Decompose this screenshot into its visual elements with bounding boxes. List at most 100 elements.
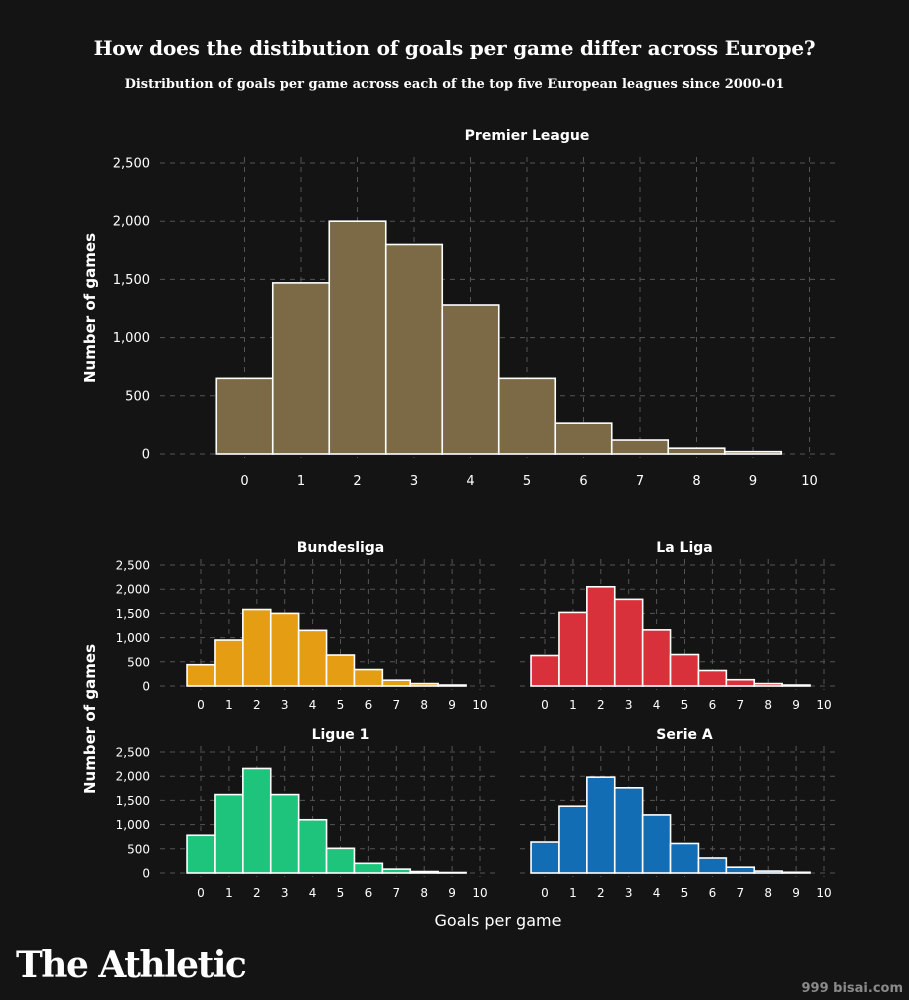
la-liga-bar xyxy=(586,585,616,687)
bundesliga-x-tick: 2 xyxy=(253,698,261,712)
la-liga-x-tick: 4 xyxy=(653,698,661,712)
premier-league-x-tick: 6 xyxy=(579,474,587,489)
premier-league-x-tick: 9 xyxy=(749,474,757,489)
premier-league-x-tick: 2 xyxy=(353,474,361,489)
ligue-1-y-tick: 2,500 xyxy=(116,746,150,760)
bundesliga-bar xyxy=(214,639,244,687)
ligue-1-x-tick: 1 xyxy=(225,886,233,900)
ligue-1-bar xyxy=(409,870,439,874)
la-liga-bar xyxy=(530,654,560,687)
bundesliga-bar xyxy=(186,663,216,687)
ligue-1-bar xyxy=(297,818,328,874)
bundesliga-x-tick: 3 xyxy=(281,698,289,712)
premier-league-y-tick: 1,500 xyxy=(113,273,150,288)
bundesliga-bar xyxy=(242,608,272,687)
bundesliga-title: Bundesliga xyxy=(297,540,385,556)
serie-a-bar xyxy=(697,857,728,874)
serie-a-bar xyxy=(530,841,560,874)
premier-league-bar xyxy=(723,450,783,455)
serie-a-x-tick: 2 xyxy=(597,886,605,900)
la-liga-x-tick: 9 xyxy=(792,698,800,712)
la-liga-bar xyxy=(558,611,588,687)
serie-a-x-tick: 5 xyxy=(681,886,689,900)
ligue-1-x-tick: 7 xyxy=(392,886,400,900)
serie-a-x-tick: 7 xyxy=(736,886,744,900)
serie-a-bar xyxy=(669,842,700,874)
bundesliga-bar xyxy=(269,612,300,687)
premier-league-y-tick: 2,000 xyxy=(113,215,150,230)
ligue-1-bar xyxy=(242,767,272,874)
bundesliga-x-tick: 1 xyxy=(225,698,233,712)
la-liga-bar xyxy=(725,678,756,687)
serie-a-bar xyxy=(558,805,588,874)
ligue-1-bar xyxy=(381,868,412,874)
premier-league-bar xyxy=(215,377,274,455)
bundesliga-bar xyxy=(353,668,384,687)
ligue-1-x-tick: 6 xyxy=(365,886,373,900)
bundesliga-y-tick: 1,000 xyxy=(116,631,150,645)
premier-league-title: Premier League xyxy=(465,128,590,144)
premier-league-x-tick: 8 xyxy=(692,474,700,489)
la-liga-x-tick: 0 xyxy=(541,698,549,712)
the-athletic-logo: The Athletic xyxy=(16,944,247,986)
chart-subtitle: Distribution of goals per game across ea… xyxy=(124,77,785,92)
bundesliga-x-tick: 8 xyxy=(420,698,428,712)
serie-a-x-tick: 1 xyxy=(569,886,577,900)
bundesliga-y-tick: 500 xyxy=(127,655,150,669)
bundesliga-y-tick: 0 xyxy=(142,680,150,694)
premier-league-y-tick: 2,500 xyxy=(113,157,150,172)
serie-a-x-tick: 4 xyxy=(653,886,661,900)
ligue-1-x-tick: 5 xyxy=(337,886,345,900)
la-liga-x-tick: 8 xyxy=(764,698,772,712)
la-liga-bar xyxy=(613,598,644,687)
bundesliga-y-tick: 1,500 xyxy=(116,607,150,621)
bundesliga-bar xyxy=(297,629,328,687)
premier-league-y-tick: 500 xyxy=(125,389,150,404)
la-liga-bar xyxy=(753,682,783,687)
la-liga-x-tick: 10 xyxy=(816,698,831,712)
ligue-1-bar xyxy=(353,862,384,874)
serie-a-x-tick: 8 xyxy=(764,886,772,900)
premier-league-bar xyxy=(667,447,726,455)
watermark: 999 bisai.com xyxy=(801,981,903,996)
bundesliga-bar xyxy=(325,654,356,687)
serie-a-x-tick: 6 xyxy=(709,886,717,900)
premier-league-bar xyxy=(610,439,670,455)
ligue-1-title: Ligue 1 xyxy=(312,727,370,743)
bundesliga-x-tick: 6 xyxy=(365,698,373,712)
bundesliga-bar xyxy=(409,682,439,687)
ligue-1-y-tick: 0 xyxy=(142,867,150,881)
serie-a-bar xyxy=(753,870,783,874)
serie-a-bar xyxy=(725,866,756,874)
bundesliga-bar xyxy=(381,679,412,687)
serie-a-title: Serie A xyxy=(656,727,713,743)
serie-a-bar xyxy=(641,814,672,874)
bundesliga-x-tick: 0 xyxy=(197,698,205,712)
la-liga-x-tick: 1 xyxy=(569,698,577,712)
bundesliga-x-tick: 7 xyxy=(392,698,400,712)
serie-a-x-tick: 0 xyxy=(541,886,549,900)
premier-league-x-tick: 5 xyxy=(523,474,531,489)
la-liga-x-tick: 2 xyxy=(597,698,605,712)
ligue-1-x-tick: 0 xyxy=(197,886,205,900)
ligue-1-y-tick: 2,000 xyxy=(116,770,150,784)
serie-a-bar xyxy=(586,776,616,874)
small-multiples-ylabel: Number of games xyxy=(81,644,99,794)
serie-a-x-tick: 9 xyxy=(792,886,800,900)
ligue-1-x-tick: 2 xyxy=(253,886,261,900)
ligue-1-bar xyxy=(325,847,356,874)
ligue-1-x-tick: 4 xyxy=(309,886,317,900)
chart-title: How does the distibution of goals per ga… xyxy=(93,36,816,60)
premier-league-bar xyxy=(384,243,444,455)
ligue-1-x-tick: 10 xyxy=(472,886,487,900)
premier-league-y-tick: 0 xyxy=(142,448,150,463)
ligue-1-bar xyxy=(186,834,216,874)
bundesliga-bar xyxy=(437,684,467,687)
bundesliga-y-tick: 2,500 xyxy=(116,559,150,573)
premier-league-ylabel: Number of games xyxy=(81,233,99,383)
serie-a-bar xyxy=(613,787,644,874)
premier-league-x-tick: 3 xyxy=(410,474,418,489)
ligue-1-x-tick: 9 xyxy=(448,886,456,900)
serie-a-x-tick: 10 xyxy=(816,886,831,900)
